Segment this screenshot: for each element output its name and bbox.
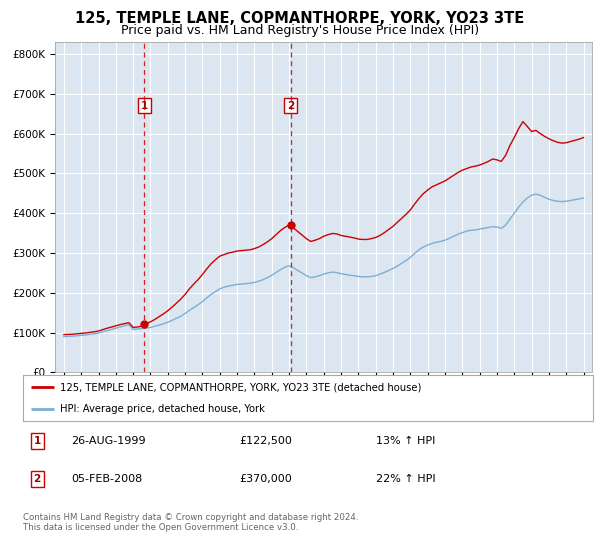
Text: £370,000: £370,000 <box>239 474 292 484</box>
Text: 22% ↑ HPI: 22% ↑ HPI <box>376 474 436 484</box>
Text: Price paid vs. HM Land Registry's House Price Index (HPI): Price paid vs. HM Land Registry's House … <box>121 24 479 36</box>
Text: 125, TEMPLE LANE, COPMANTHORPE, YORK, YO23 3TE: 125, TEMPLE LANE, COPMANTHORPE, YORK, YO… <box>76 11 524 26</box>
Text: 1: 1 <box>141 101 148 111</box>
Text: 13% ↑ HPI: 13% ↑ HPI <box>376 436 436 446</box>
Text: HPI: Average price, detached house, York: HPI: Average price, detached house, York <box>60 404 265 414</box>
Text: 26-AUG-1999: 26-AUG-1999 <box>71 436 146 446</box>
Text: £122,500: £122,500 <box>239 436 292 446</box>
Text: Contains HM Land Registry data © Crown copyright and database right 2024.: Contains HM Land Registry data © Crown c… <box>23 513 358 522</box>
Text: 1: 1 <box>34 436 41 446</box>
Text: This data is licensed under the Open Government Licence v3.0.: This data is licensed under the Open Gov… <box>23 523 298 532</box>
Text: 2: 2 <box>287 101 294 111</box>
Text: 125, TEMPLE LANE, COPMANTHORPE, YORK, YO23 3TE (detached house): 125, TEMPLE LANE, COPMANTHORPE, YORK, YO… <box>60 382 421 392</box>
Text: 05-FEB-2008: 05-FEB-2008 <box>71 474 143 484</box>
Text: 2: 2 <box>34 474 41 484</box>
